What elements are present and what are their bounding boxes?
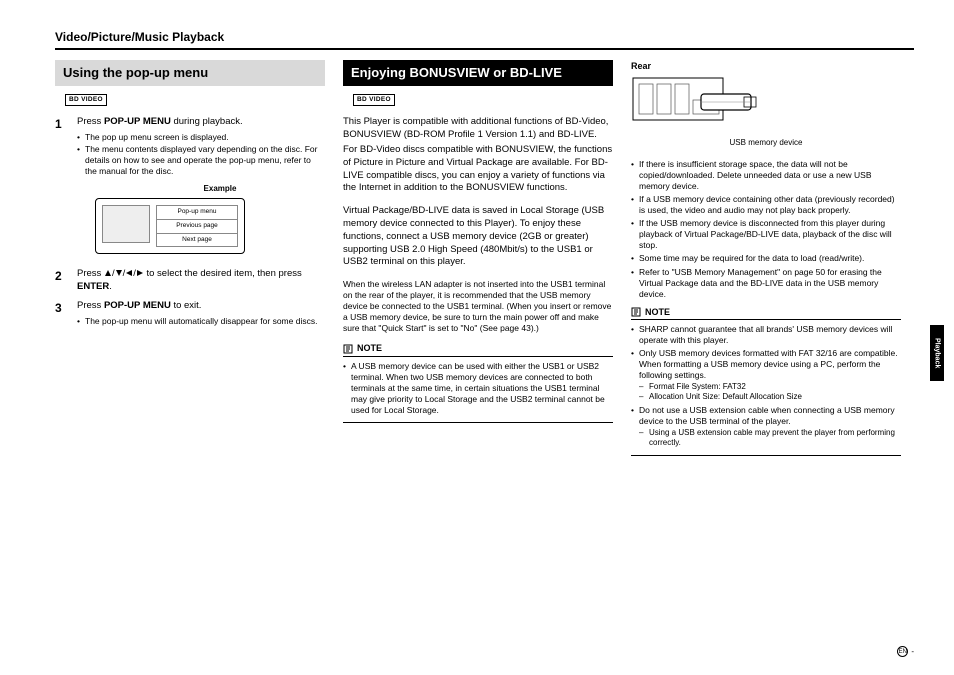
example-menu: Pop-up menu Previous page Next page: [156, 205, 238, 247]
right-arrow-icon: [136, 269, 144, 277]
col3-bullet-3: If the USB memory device is disconnected…: [631, 218, 901, 251]
section-heading-bonusview: Enjoying BONUSVIEW or BD-LIVE: [343, 60, 613, 86]
step-2-text: Press /// to select the desired item, th…: [77, 268, 325, 294]
para-storage: Virtual Package/BD-LIVE data is saved in…: [343, 205, 613, 269]
col3-bullet-1: If there is insufficient storage space, …: [631, 159, 901, 192]
step-1-suffix: during playback.: [171, 116, 243, 127]
step-3-bullets: The pop-up menu will automatically disap…: [77, 316, 325, 327]
note-2-bullets: SHARP cannot guarantee that all brands' …: [631, 324, 901, 449]
col3-bullet-2: If a USB memory device containing other …: [631, 194, 901, 216]
column-right: Rear USB memory device If there is insuf…: [631, 60, 901, 456]
page-footer: EN -: [897, 646, 914, 657]
down-arrow-icon: [115, 269, 123, 277]
step-2: 2 Press /// to select the desired item, …: [55, 268, 325, 294]
step-1-bullet-a: The pop up menu screen is displayed.: [77, 132, 325, 143]
step-1-bullet-b: The menu contents displayed vary dependi…: [77, 144, 325, 177]
bd-video-badge-2: BD VIDEO: [353, 94, 395, 107]
step-1-number: 1: [55, 116, 69, 178]
step-2-number: 2: [55, 268, 69, 294]
content-columns: Using the pop-up menu BD VIDEO 1 Press P…: [55, 60, 914, 456]
step-2-bold: ENTER: [77, 281, 109, 292]
note-2b-dash-1: Format File System: FAT32: [639, 382, 901, 392]
note-2b-dash-2: Allocation Unit Size: Default Allocation…: [639, 392, 901, 402]
column-left: Using the pop-up menu BD VIDEO 1 Press P…: [55, 60, 325, 456]
up-arrow-icon: [104, 269, 112, 277]
column-middle: Enjoying BONUSVIEW or BD-LIVE BD VIDEO T…: [343, 60, 613, 456]
example-thumbnail: [102, 205, 150, 243]
side-tab-playback: Playback: [930, 325, 944, 381]
note-label-2: NOTE: [645, 306, 670, 318]
note-2-bullet-a: SHARP cannot guarantee that all brands' …: [631, 324, 901, 346]
rear-caption: USB memory device: [631, 138, 901, 149]
page-header: Video/Picture/Music Playback: [55, 30, 914, 50]
note-icon: [343, 344, 353, 354]
para-wireless: When the wireless LAN adapter is not ins…: [343, 279, 613, 334]
step-3-number: 3: [55, 300, 69, 328]
step-1-bullets: The pop up menu screen is displayed. The…: [77, 132, 325, 177]
note-2c-dash-1: Using a USB extension cable may prevent …: [639, 428, 901, 449]
footer-dash: -: [911, 647, 914, 656]
rear-label: Rear: [631, 60, 901, 72]
note-2-end-rule: [631, 455, 901, 456]
step-2-suffix: .: [109, 281, 112, 292]
note-2b-dash: Format File System: FAT32 Allocation Uni…: [639, 382, 901, 403]
col3-bullets-1: If there is insufficient storage space, …: [631, 159, 901, 300]
step-1-prefix: Press: [77, 116, 104, 127]
note-2c-text: Do not use a USB extension cable when co…: [639, 405, 895, 426]
example-menu-item-1: Pop-up menu: [157, 206, 237, 220]
note-1-end-rule: [343, 422, 613, 423]
note-1-bullet-a: A USB memory device can be used with eit…: [343, 361, 613, 416]
note-heading-2: NOTE: [631, 306, 901, 320]
example-menu-item-3: Next page: [157, 234, 237, 247]
note-1-bullets: A USB memory device can be used with eit…: [343, 361, 613, 416]
footer-lang-badge: EN: [897, 646, 908, 657]
note-heading-1: NOTE: [343, 342, 613, 356]
note-2b-line1: Only USB memory devices formatted with F…: [639, 348, 898, 358]
step-2-mid: to select the desired item, then press: [144, 268, 302, 279]
para-bonusview: For BD-Video discs compatible with BONUS…: [343, 144, 613, 195]
step-3-bullet-a: The pop-up menu will automatically disap…: [77, 316, 325, 327]
example-label: Example: [115, 184, 325, 195]
note-2c-dash: Using a USB extension cable may prevent …: [639, 428, 901, 449]
step-3: 3 Press POP-UP MENU to exit. The pop-up …: [55, 300, 325, 328]
section-heading-popup: Using the pop-up menu: [55, 60, 325, 86]
step-3-prefix: Press: [77, 300, 104, 311]
note-label-1: NOTE: [357, 342, 382, 354]
step-1-text: Press POP-UP MENU during playback. The p…: [77, 116, 325, 178]
left-arrow-icon: [125, 269, 133, 277]
example-box: Pop-up menu Previous page Next page: [95, 198, 245, 254]
step-2-prefix: Press: [77, 268, 104, 279]
rear-panel-illustration: [631, 76, 761, 131]
note-2-bullet-b: Only USB memory devices formatted with F…: [631, 348, 901, 403]
step-1: 1 Press POP-UP MENU during playback. The…: [55, 116, 325, 178]
note-2-bullet-c: Do not use a USB extension cable when co…: [631, 405, 901, 449]
bd-video-badge: BD VIDEO: [65, 94, 107, 107]
step-3-bold: POP-UP MENU: [104, 300, 171, 311]
note-icon-2: [631, 307, 641, 317]
col3-bullet-4: Some time may be required for the data t…: [631, 253, 901, 264]
note-2b-line2: When formatting a USB memory device usin…: [639, 359, 880, 380]
example-menu-item-2: Previous page: [157, 220, 237, 234]
step-3-suffix: to exit.: [171, 300, 202, 311]
para-compat: This Player is compatible with additiona…: [343, 116, 613, 142]
step-1-bold: POP-UP MENU: [104, 116, 171, 127]
step-3-text: Press POP-UP MENU to exit. The pop-up me…: [77, 300, 325, 328]
col3-bullet-5: Refer to "USB Memory Management" on page…: [631, 267, 901, 300]
